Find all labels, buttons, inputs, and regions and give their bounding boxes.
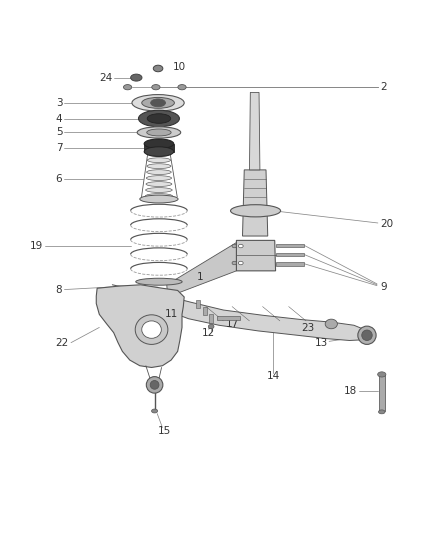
Text: 20: 20 — [380, 219, 393, 229]
Ellipse shape — [378, 410, 385, 414]
Ellipse shape — [208, 325, 214, 329]
Ellipse shape — [148, 152, 170, 157]
Ellipse shape — [152, 85, 160, 90]
Text: 17: 17 — [226, 319, 239, 329]
Text: 6: 6 — [56, 174, 62, 184]
Text: 11: 11 — [164, 309, 178, 319]
Text: 14: 14 — [267, 371, 280, 381]
Polygon shape — [144, 144, 174, 151]
Ellipse shape — [144, 139, 174, 149]
Ellipse shape — [152, 409, 158, 413]
Text: 23: 23 — [301, 324, 315, 333]
Ellipse shape — [144, 147, 174, 156]
Ellipse shape — [136, 278, 182, 285]
Ellipse shape — [147, 169, 171, 174]
Text: 9: 9 — [380, 282, 387, 293]
Text: 1: 1 — [197, 272, 204, 282]
Text: 8: 8 — [56, 285, 62, 295]
Text: 7: 7 — [56, 143, 62, 152]
Text: 10: 10 — [173, 62, 187, 72]
Ellipse shape — [124, 85, 132, 90]
Ellipse shape — [232, 261, 237, 265]
Ellipse shape — [142, 98, 174, 108]
Text: 3: 3 — [56, 98, 62, 108]
Ellipse shape — [153, 65, 163, 72]
Text: 12: 12 — [201, 328, 215, 337]
Bar — [203, 306, 207, 315]
Bar — [217, 316, 240, 320]
Text: 2: 2 — [380, 82, 387, 92]
Text: 13: 13 — [314, 338, 328, 348]
Ellipse shape — [232, 244, 237, 248]
Ellipse shape — [146, 176, 172, 181]
Text: 24: 24 — [99, 72, 113, 83]
Ellipse shape — [378, 372, 386, 377]
Ellipse shape — [325, 319, 337, 329]
Bar — [276, 253, 304, 256]
Ellipse shape — [362, 330, 372, 341]
Bar — [276, 244, 304, 247]
Ellipse shape — [137, 127, 181, 138]
Ellipse shape — [230, 205, 281, 217]
Ellipse shape — [146, 182, 172, 187]
Ellipse shape — [132, 94, 184, 111]
Text: 15: 15 — [158, 426, 171, 436]
Ellipse shape — [238, 261, 243, 265]
Ellipse shape — [142, 321, 161, 338]
Polygon shape — [237, 240, 276, 271]
Ellipse shape — [178, 85, 186, 90]
Ellipse shape — [238, 244, 243, 248]
Ellipse shape — [150, 381, 159, 389]
Ellipse shape — [146, 377, 163, 393]
Ellipse shape — [138, 110, 180, 127]
Ellipse shape — [147, 158, 170, 163]
Ellipse shape — [135, 315, 168, 344]
Text: 5: 5 — [56, 127, 62, 138]
Polygon shape — [96, 285, 184, 367]
Ellipse shape — [358, 326, 376, 344]
Bar — [276, 262, 304, 265]
Ellipse shape — [146, 188, 172, 192]
Ellipse shape — [147, 114, 171, 123]
Ellipse shape — [131, 74, 142, 81]
Ellipse shape — [147, 129, 171, 136]
Polygon shape — [243, 170, 268, 236]
Text: 4: 4 — [56, 114, 62, 124]
Ellipse shape — [151, 99, 166, 107]
Ellipse shape — [147, 164, 171, 168]
Polygon shape — [250, 92, 260, 170]
Bar — [196, 300, 200, 308]
Bar — [379, 375, 385, 411]
Polygon shape — [167, 243, 237, 297]
Ellipse shape — [140, 195, 178, 203]
Text: 22: 22 — [56, 338, 69, 348]
Polygon shape — [165, 296, 368, 341]
Text: 19: 19 — [29, 240, 43, 251]
Bar — [209, 314, 213, 323]
Ellipse shape — [145, 193, 173, 198]
Text: 18: 18 — [344, 385, 357, 395]
